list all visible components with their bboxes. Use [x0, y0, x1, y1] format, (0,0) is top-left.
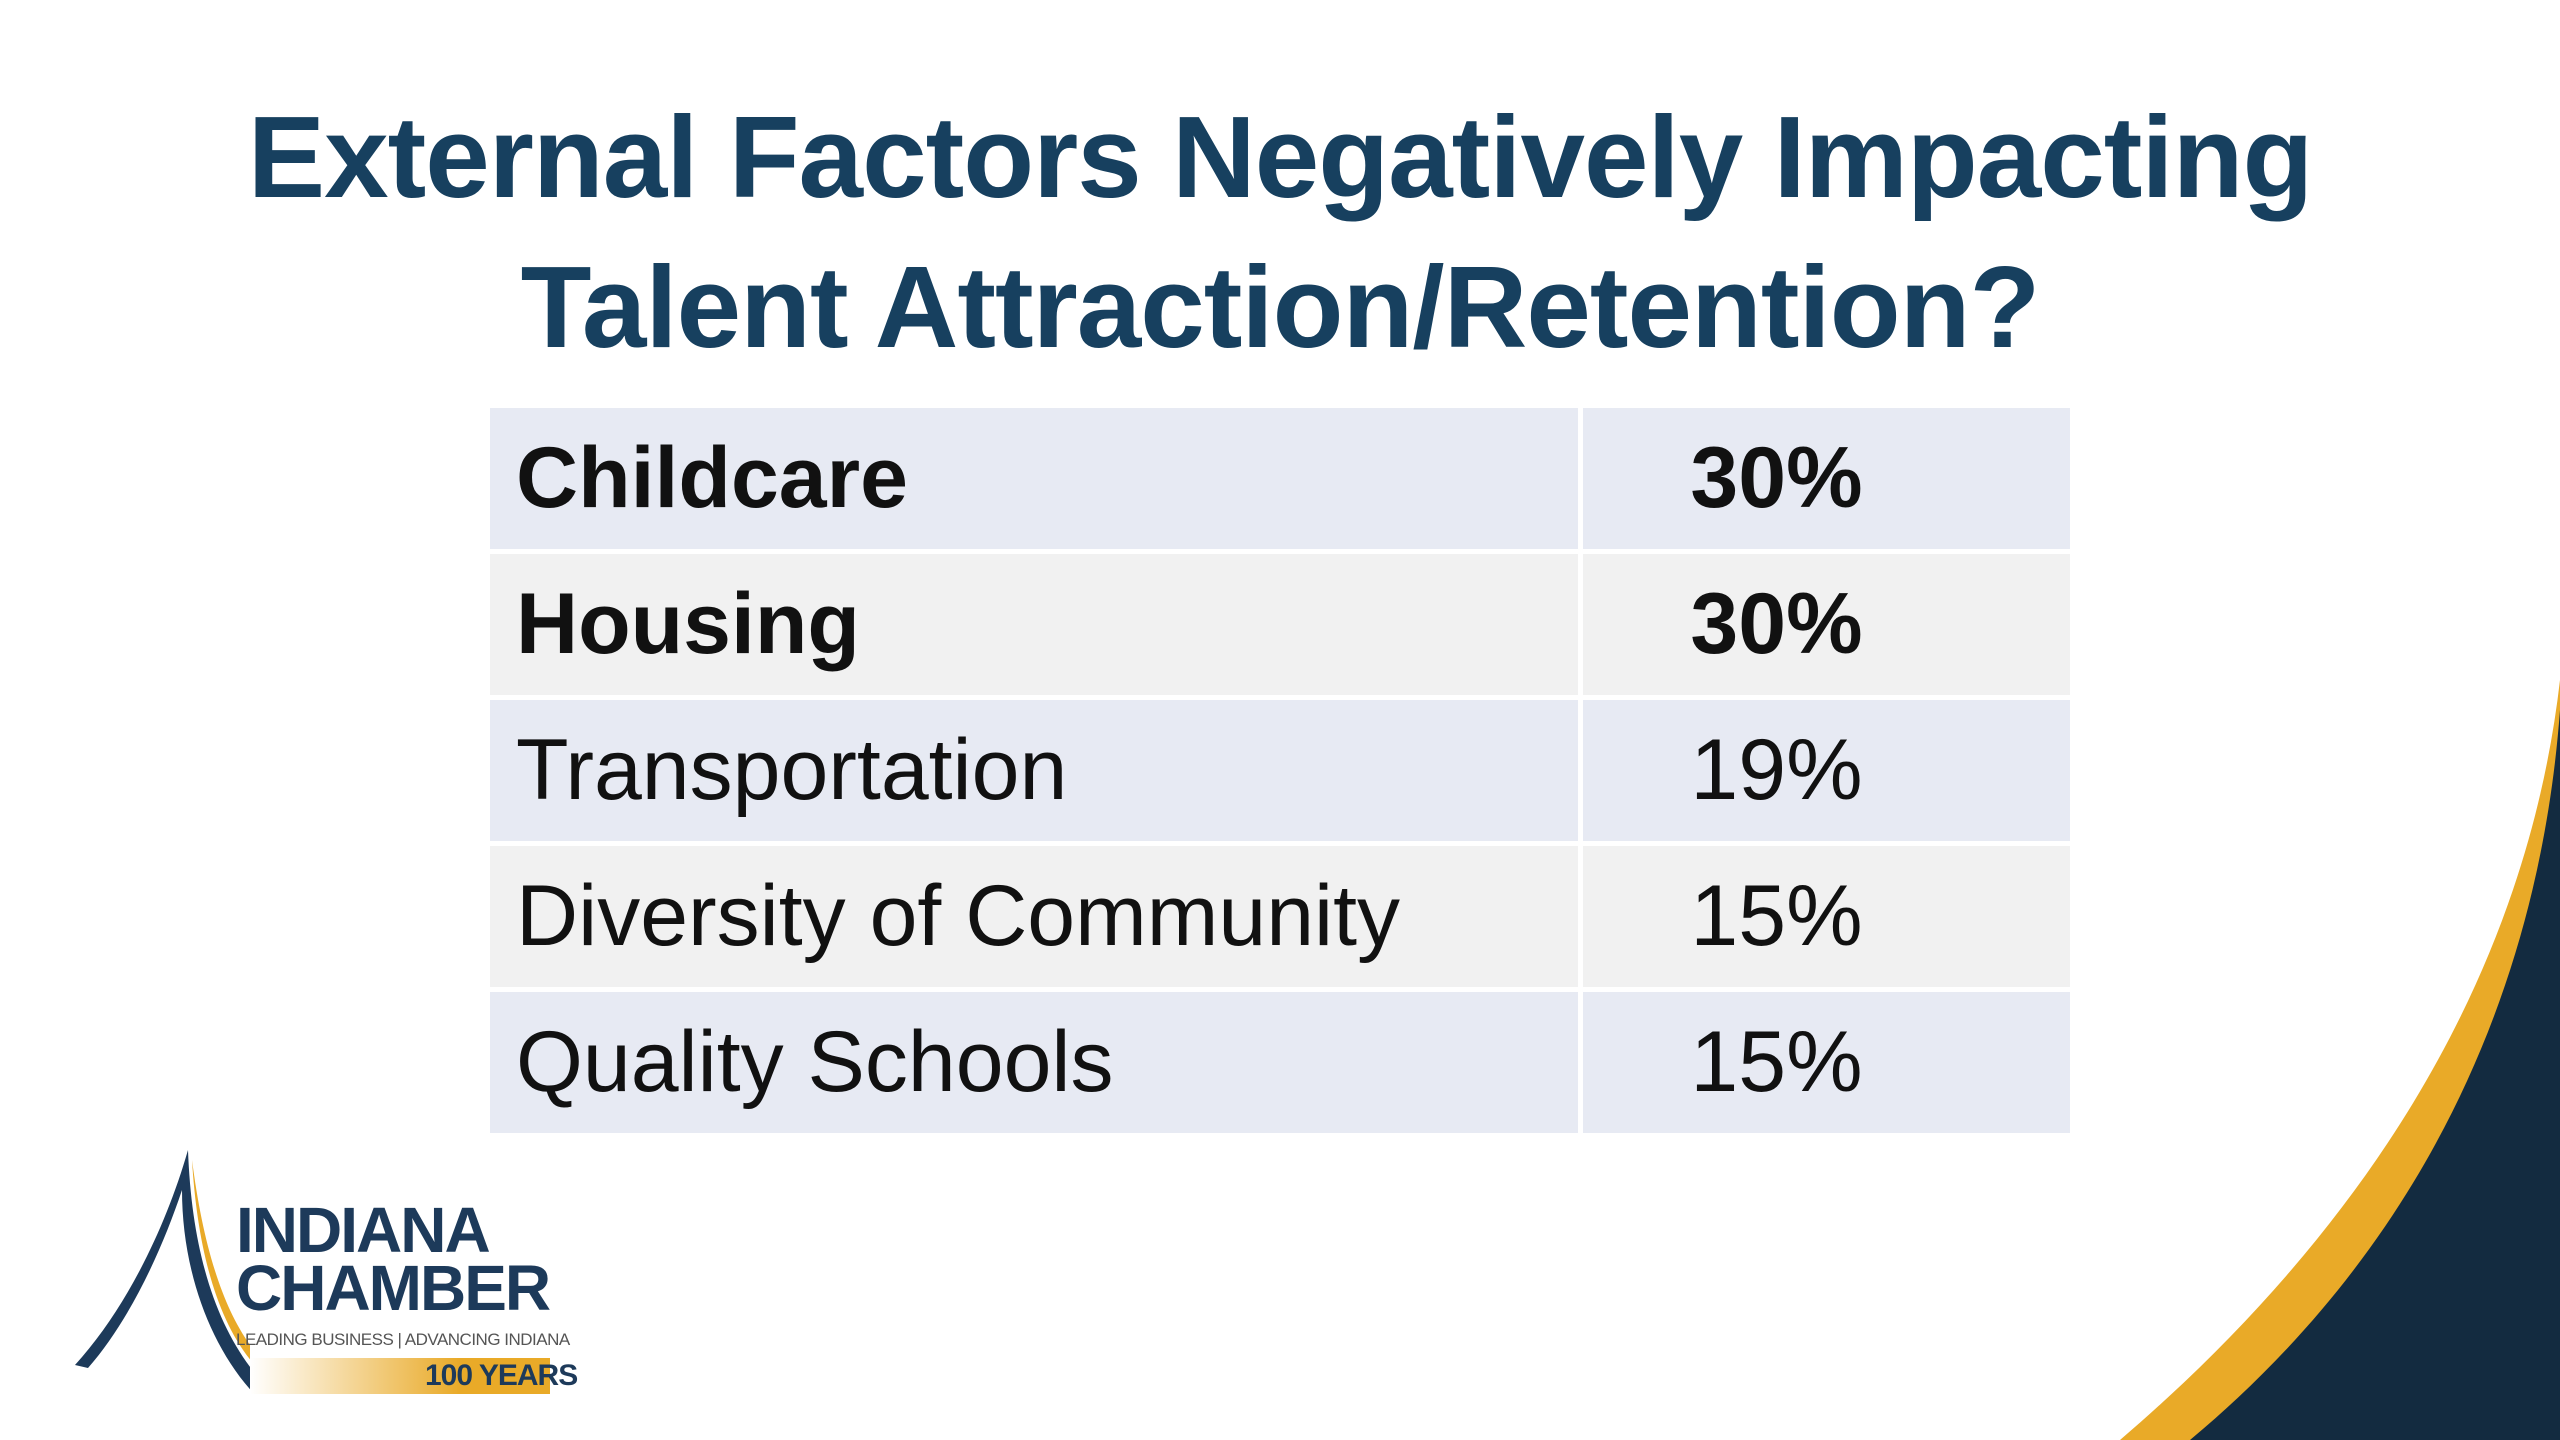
factor-percentage: 15% — [1583, 992, 2070, 1133]
slide-title: External Factors Negatively Impacting Ta… — [0, 82, 2560, 382]
indiana-chamber-logo: INDIANA CHAMBER LEADING BUSINESS | ADVAN… — [70, 1150, 630, 1410]
logo-years: 100 YEARS — [425, 1359, 578, 1392]
factor-percentage: 19% — [1583, 700, 2070, 841]
factor-percentage: 15% — [1583, 846, 2070, 987]
table-row: Diversity of Community 15% — [490, 846, 2070, 992]
factor-percentage: 30% — [1583, 408, 2070, 549]
logo-text-indiana: INDIANA — [236, 1194, 491, 1266]
slide-title-line-2: Talent Attraction/Retention? — [520, 242, 2041, 372]
arch-logo-mark-icon — [75, 1150, 250, 1390]
factor-label: Diversity of Community — [490, 846, 1578, 987]
factor-label: Housing — [490, 554, 1578, 695]
logo-tagline: LEADING BUSINESS | ADVANCING INDIANA — [236, 1330, 570, 1349]
logo-text-chamber: CHAMBER — [236, 1252, 551, 1324]
table-row: Childcare 30% — [490, 408, 2070, 554]
factors-table: Childcare 30% Housing 30% Transportation… — [490, 408, 2070, 1138]
table-row: Transportation 19% — [490, 700, 2070, 846]
factor-label: Transportation — [490, 700, 1578, 841]
factor-label: Quality Schools — [490, 992, 1578, 1133]
table-row: Quality Schools 15% — [490, 992, 2070, 1138]
navy-swoosh — [2190, 710, 2560, 1440]
slide-title-line-1: External Factors Negatively Impacting — [247, 92, 2314, 222]
logo-years-bar — [250, 1358, 550, 1394]
table-row: Housing 30% — [490, 554, 2070, 700]
factor-label: Childcare — [490, 408, 1578, 549]
corner-swoosh-decoration — [2120, 680, 2560, 1440]
factor-percentage: 30% — [1583, 554, 2070, 695]
